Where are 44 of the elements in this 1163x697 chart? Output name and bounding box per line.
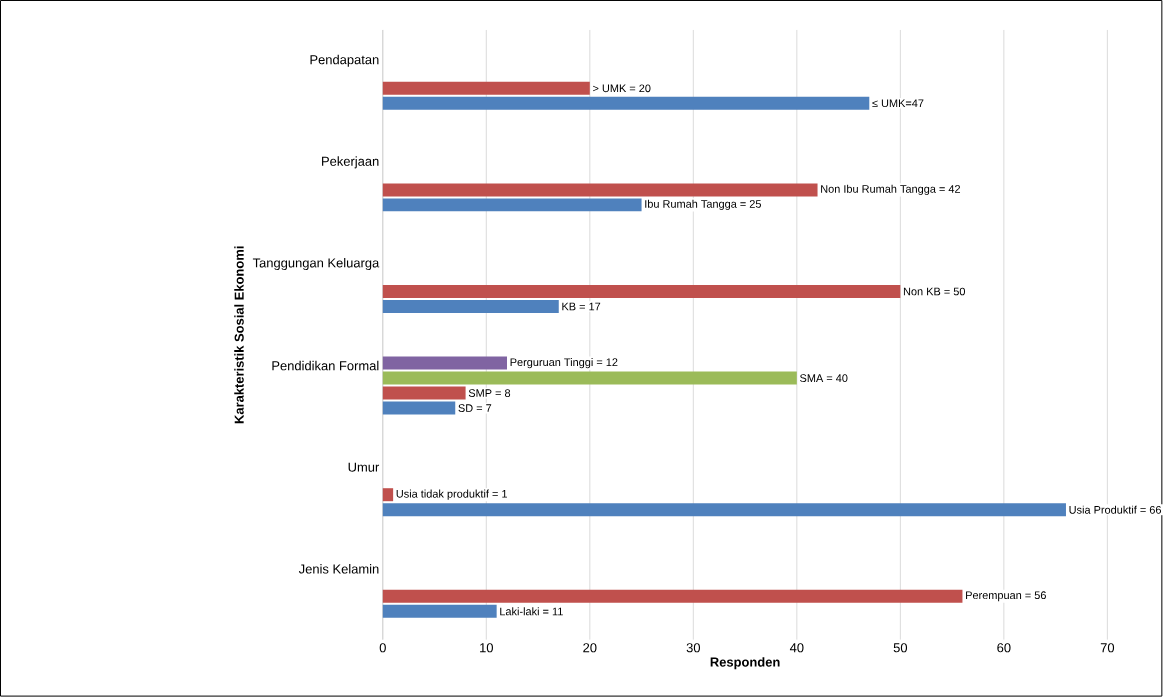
bar — [382, 605, 497, 619]
bar — [382, 488, 394, 502]
data-label: KB = 17 — [562, 302, 601, 311]
y-tick-label: Tanggungan Keluarga — [252, 258, 380, 271]
x-tick-label: 30 — [686, 643, 701, 653]
y-axis-title: Karakteristik Sosial Ekonomi — [234, 246, 244, 424]
y-tick-label: Jenis Kelamin — [298, 564, 379, 574]
bar — [382, 386, 466, 400]
x-tick-label: 50 — [893, 643, 908, 653]
bar — [382, 81, 590, 95]
bar — [382, 401, 456, 415]
x-tick-label: 10 — [480, 643, 493, 653]
data-label: SD = 7 — [458, 404, 492, 413]
data-label: Usia tidak produktif = 1 — [396, 489, 507, 501]
bar — [382, 371, 797, 385]
y-tick-label: Pekerjaan — [322, 156, 379, 169]
bar — [382, 590, 963, 604]
data-label: Perguruan Tinggi = 12 — [510, 358, 618, 369]
x-tick-label: 70 — [1100, 643, 1115, 653]
x-axis-title: Responden — [710, 657, 780, 670]
bar — [382, 198, 642, 212]
data-label: Ibu Rumah Tangga = 25 — [645, 199, 761, 211]
bar — [382, 285, 901, 299]
y-tick-label: Umur — [348, 462, 380, 472]
data-label: Usia Produktif = 66 — [1069, 505, 1162, 514]
x-tick-label: 0 — [379, 643, 386, 653]
bar — [382, 503, 1066, 517]
data-label: ≤ UMK=47 — [872, 99, 924, 108]
bar — [382, 96, 870, 110]
x-tick-label: 20 — [583, 643, 597, 653]
data-label: Non Ibu Rumah Tangga = 42 — [821, 184, 961, 196]
data-label: Perempuan = 56 — [966, 591, 1046, 602]
x-tick-label: 40 — [789, 643, 804, 653]
data-label: > UMK = 20 — [593, 84, 651, 93]
data-label: SMP = 8 — [468, 389, 511, 398]
bar — [382, 356, 507, 370]
bar — [382, 183, 818, 197]
x-tick-label: 60 — [997, 643, 1011, 653]
y-tick-label: Pendapatan — [310, 54, 379, 68]
y-tick-label: Pendidikan Formal — [272, 361, 379, 371]
bar — [382, 300, 559, 314]
data-label: Non KB = 50 — [903, 287, 966, 296]
data-label: Laki-laki = 11 — [500, 607, 563, 616]
data-label: SMA = 40 — [800, 374, 848, 383]
